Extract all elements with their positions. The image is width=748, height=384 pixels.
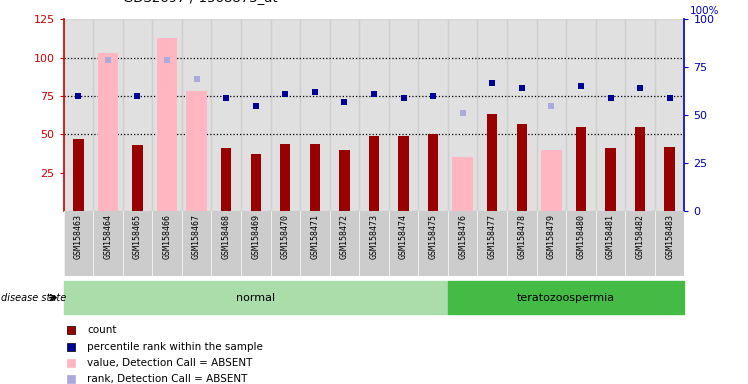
Bar [94,19,123,211]
Bar [156,38,177,211]
Bar [566,19,595,211]
Text: GSM158477: GSM158477 [488,214,497,260]
Text: teratozoospermia: teratozoospermia [517,293,615,303]
Text: GSM158482: GSM158482 [636,214,645,260]
Text: 100%: 100% [690,7,720,17]
Bar [123,19,153,211]
Bar [635,127,646,211]
Text: GSM158483: GSM158483 [665,214,674,260]
Text: normal: normal [236,293,275,303]
Bar [453,157,473,211]
Bar [541,150,562,211]
Bar [664,147,675,211]
Text: GSM158474: GSM158474 [399,214,408,260]
Bar [310,144,320,211]
Bar [399,136,408,211]
Text: GSM158476: GSM158476 [459,214,468,260]
Bar [536,19,566,211]
Text: GSM158478: GSM158478 [518,214,527,260]
Text: GSM158466: GSM158466 [162,214,171,260]
Text: count: count [88,326,117,336]
Bar [507,19,536,211]
Bar [300,19,330,211]
Text: GSM158480: GSM158480 [577,214,586,260]
Text: value, Detection Call = ABSENT: value, Detection Call = ABSENT [88,358,253,368]
Bar [271,19,300,211]
Text: GSM158472: GSM158472 [340,214,349,260]
Bar [389,19,418,211]
Bar [212,19,241,211]
Bar [153,19,182,211]
Bar [221,148,231,211]
Bar [605,148,616,211]
Bar [487,114,497,211]
Text: disease state: disease state [1,293,67,303]
Bar [132,145,143,211]
Bar [241,19,271,211]
Bar [182,19,212,211]
Bar [186,91,207,211]
Bar [97,53,118,211]
Text: GDS2697 / 1568873_at: GDS2697 / 1568873_at [123,0,278,4]
Bar [477,19,507,211]
Text: GSM158469: GSM158469 [251,214,260,260]
Bar [330,19,359,211]
Text: GSM158463: GSM158463 [74,214,83,260]
Text: GSM158479: GSM158479 [547,214,556,260]
Bar [428,134,438,211]
Bar [369,136,379,211]
Text: GSM158468: GSM158468 [221,214,230,260]
Bar [280,144,290,211]
Text: rank, Detection Call = ABSENT: rank, Detection Call = ABSENT [88,374,248,384]
Bar [517,124,527,211]
Text: GSM158465: GSM158465 [133,214,142,260]
Text: GSM158475: GSM158475 [429,214,438,260]
Bar [359,19,389,211]
Text: percentile rank within the sample: percentile rank within the sample [88,342,263,352]
Text: GSM158471: GSM158471 [310,214,319,260]
Bar [73,139,84,211]
Bar [251,154,261,211]
Bar [448,19,477,211]
Bar [576,127,586,211]
Bar [340,150,349,211]
Bar [595,19,625,211]
Text: GSM158467: GSM158467 [192,214,201,260]
Text: GSM158481: GSM158481 [606,214,615,260]
Bar [64,19,94,211]
Text: GSM158473: GSM158473 [370,214,378,260]
Bar [625,19,654,211]
Bar [448,281,684,314]
Text: GSM158464: GSM158464 [103,214,112,260]
Bar [418,19,448,211]
Bar [64,281,448,314]
Bar [654,19,684,211]
Text: GSM158470: GSM158470 [280,214,289,260]
